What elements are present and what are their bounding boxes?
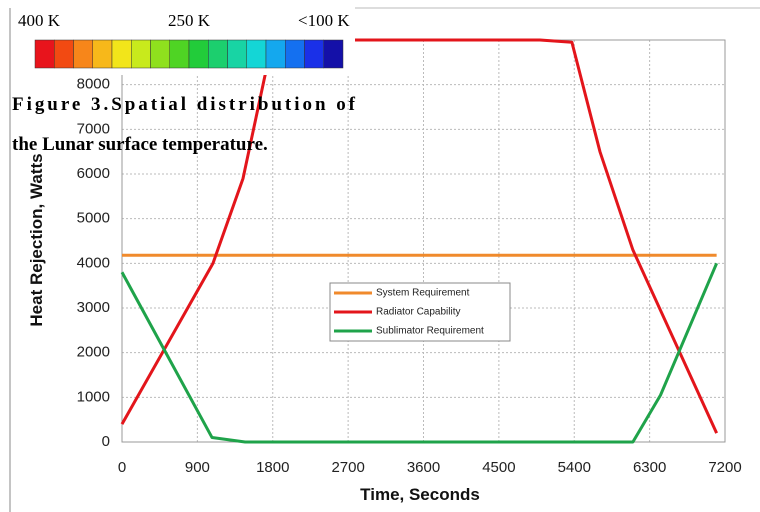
x-tick-label: 4500 <box>482 459 515 476</box>
y-axis-title: Heat Rejection, Watts <box>27 153 46 326</box>
caption: Figure 3.Spatial distribution of <box>12 94 356 115</box>
x-tick-label: 6300 <box>633 459 666 476</box>
series-line <box>120 262 719 444</box>
y-tick-label: 5000 <box>77 210 110 227</box>
y-tick-label: 3000 <box>77 299 110 316</box>
series-line <box>120 38 718 434</box>
y-tick-label: 2000 <box>77 344 110 361</box>
colorbar-cell <box>111 39 132 69</box>
y-tick-label: 1000 <box>77 388 110 405</box>
colorbar-cell <box>323 39 344 69</box>
x-tick-label: 1800 <box>256 459 289 476</box>
overlay <box>20 30 355 75</box>
caption: the Lunar surface temperature. <box>12 134 268 155</box>
colorbar-cell <box>246 39 267 69</box>
plot: 0 900 1800 2700 3600 4500 5400 6300 7200 0 1000 200… <box>77 38 742 476</box>
colorbar-cell <box>265 39 286 69</box>
legend-label: Radiator Capability <box>376 307 461 318</box>
legend-label: System Requirement <box>376 288 470 299</box>
colorbar-cell <box>169 39 190 69</box>
y-tick-label: 6000 <box>77 165 110 182</box>
colorbar-cell <box>131 39 151 69</box>
x-tick-label: 5400 <box>558 459 591 476</box>
colorbar-cell <box>227 39 247 69</box>
colorbar-cell <box>34 39 55 69</box>
x-tick-label: 900 <box>185 459 210 476</box>
colorbar-label: <100 K <box>298 11 350 30</box>
colorbar-label: 250 K <box>168 11 211 30</box>
colorbar-cell <box>208 39 228 69</box>
colorbar-cell <box>285 39 305 69</box>
colorbar-label: 400 K <box>18 11 61 30</box>
colorbar-cell <box>188 39 209 69</box>
y-tick-label: 8000 <box>77 76 110 93</box>
x-tick-label: 7200 <box>708 459 741 476</box>
colorbar-cell <box>73 39 93 69</box>
x-tick-label: 2700 <box>331 459 364 476</box>
y-tick-label: 4000 <box>77 254 110 271</box>
colorbar-cell <box>304 39 324 69</box>
colorbar-cell <box>92 39 113 69</box>
legend-label: Sublimator Requirement <box>376 326 484 337</box>
colorbar-cell <box>150 39 170 69</box>
x-tick-label: 0 <box>118 459 126 476</box>
y-tick-label: 7000 <box>77 120 110 137</box>
colorbar-cell <box>54 39 74 69</box>
y-tick-label: 0 <box>102 433 110 450</box>
x-axis-title: Time, Seconds <box>360 485 480 504</box>
x-tick-label: 3600 <box>407 459 440 476</box>
